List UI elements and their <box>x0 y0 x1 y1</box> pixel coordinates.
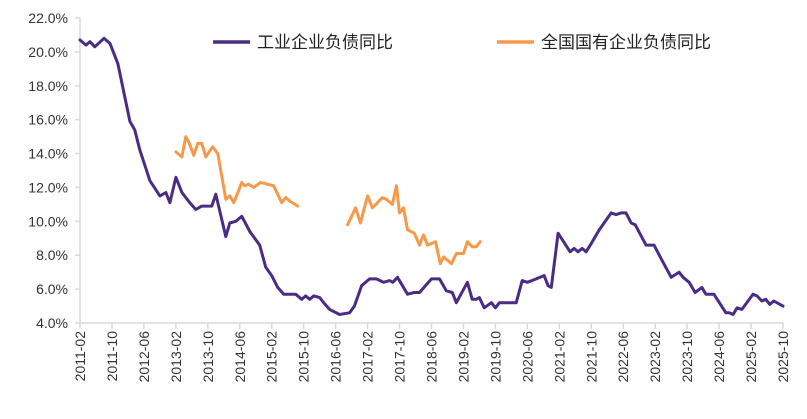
legend-label-industrial: 工业企业负债同比 <box>257 33 393 53</box>
x-tick-label: 2022-06 <box>615 331 631 383</box>
industrial-liabilities-line-segment-0 <box>78 36 785 316</box>
y-tick-label: 6.0% <box>36 281 68 297</box>
x-tick-label: 2023-10 <box>679 331 695 383</box>
x-tick-label: 2011-02 <box>72 331 88 382</box>
x-tick-label: 2015-02 <box>264 331 280 383</box>
x-tick-label: 2019-10 <box>487 331 503 383</box>
legend-label-soe: 全国国有企业负债同比 <box>541 33 711 53</box>
y-tick-label: 12.0% <box>28 179 68 195</box>
x-tick-label: 2015-10 <box>296 331 312 383</box>
x-tick-label: 2013-02 <box>168 331 184 383</box>
x-tick-label: 2020-06 <box>519 331 535 383</box>
y-tick-label: 14.0% <box>28 146 68 162</box>
x-tick-label: 2017-10 <box>392 331 408 383</box>
x-tick-label: 2017-02 <box>360 331 376 383</box>
x-tick-label: 2021-10 <box>583 331 599 383</box>
y-tick-label: 20.0% <box>28 44 68 60</box>
y-tick-label: 16.0% <box>28 112 68 128</box>
x-tick-label: 2024-06 <box>711 331 727 383</box>
x-tick-label: 2019-02 <box>455 331 471 383</box>
y-tick-label: 10.0% <box>28 213 68 229</box>
x-tick-label: 2014-06 <box>232 331 248 383</box>
x-tick-label: 2013-10 <box>200 331 216 383</box>
x-tick-label: 2025-02 <box>743 331 759 383</box>
y-tick-label: 4.0% <box>36 315 68 331</box>
y-tick-label: 18.0% <box>28 78 68 94</box>
y-tick-label: 22.0% <box>28 10 68 26</box>
x-tick-label: 2012-06 <box>136 331 152 383</box>
y-tick-label: 8.0% <box>36 247 68 263</box>
soe-liabilities-line-segment-0 <box>174 135 300 208</box>
x-tick-label: 2025-10 <box>775 331 791 383</box>
x-tick-label: 2023-02 <box>647 331 663 383</box>
x-tick-label: 2021-02 <box>551 331 567 383</box>
legend: 工业企业负债同比 全国国有企业负债同比 <box>213 33 711 53</box>
x-tick-label: 2011-10 <box>104 331 120 382</box>
soe-liabilities-line-segment-1 <box>346 184 482 266</box>
x-tick-label: 2016-06 <box>328 331 344 383</box>
x-tick-label: 2018-06 <box>424 331 440 383</box>
